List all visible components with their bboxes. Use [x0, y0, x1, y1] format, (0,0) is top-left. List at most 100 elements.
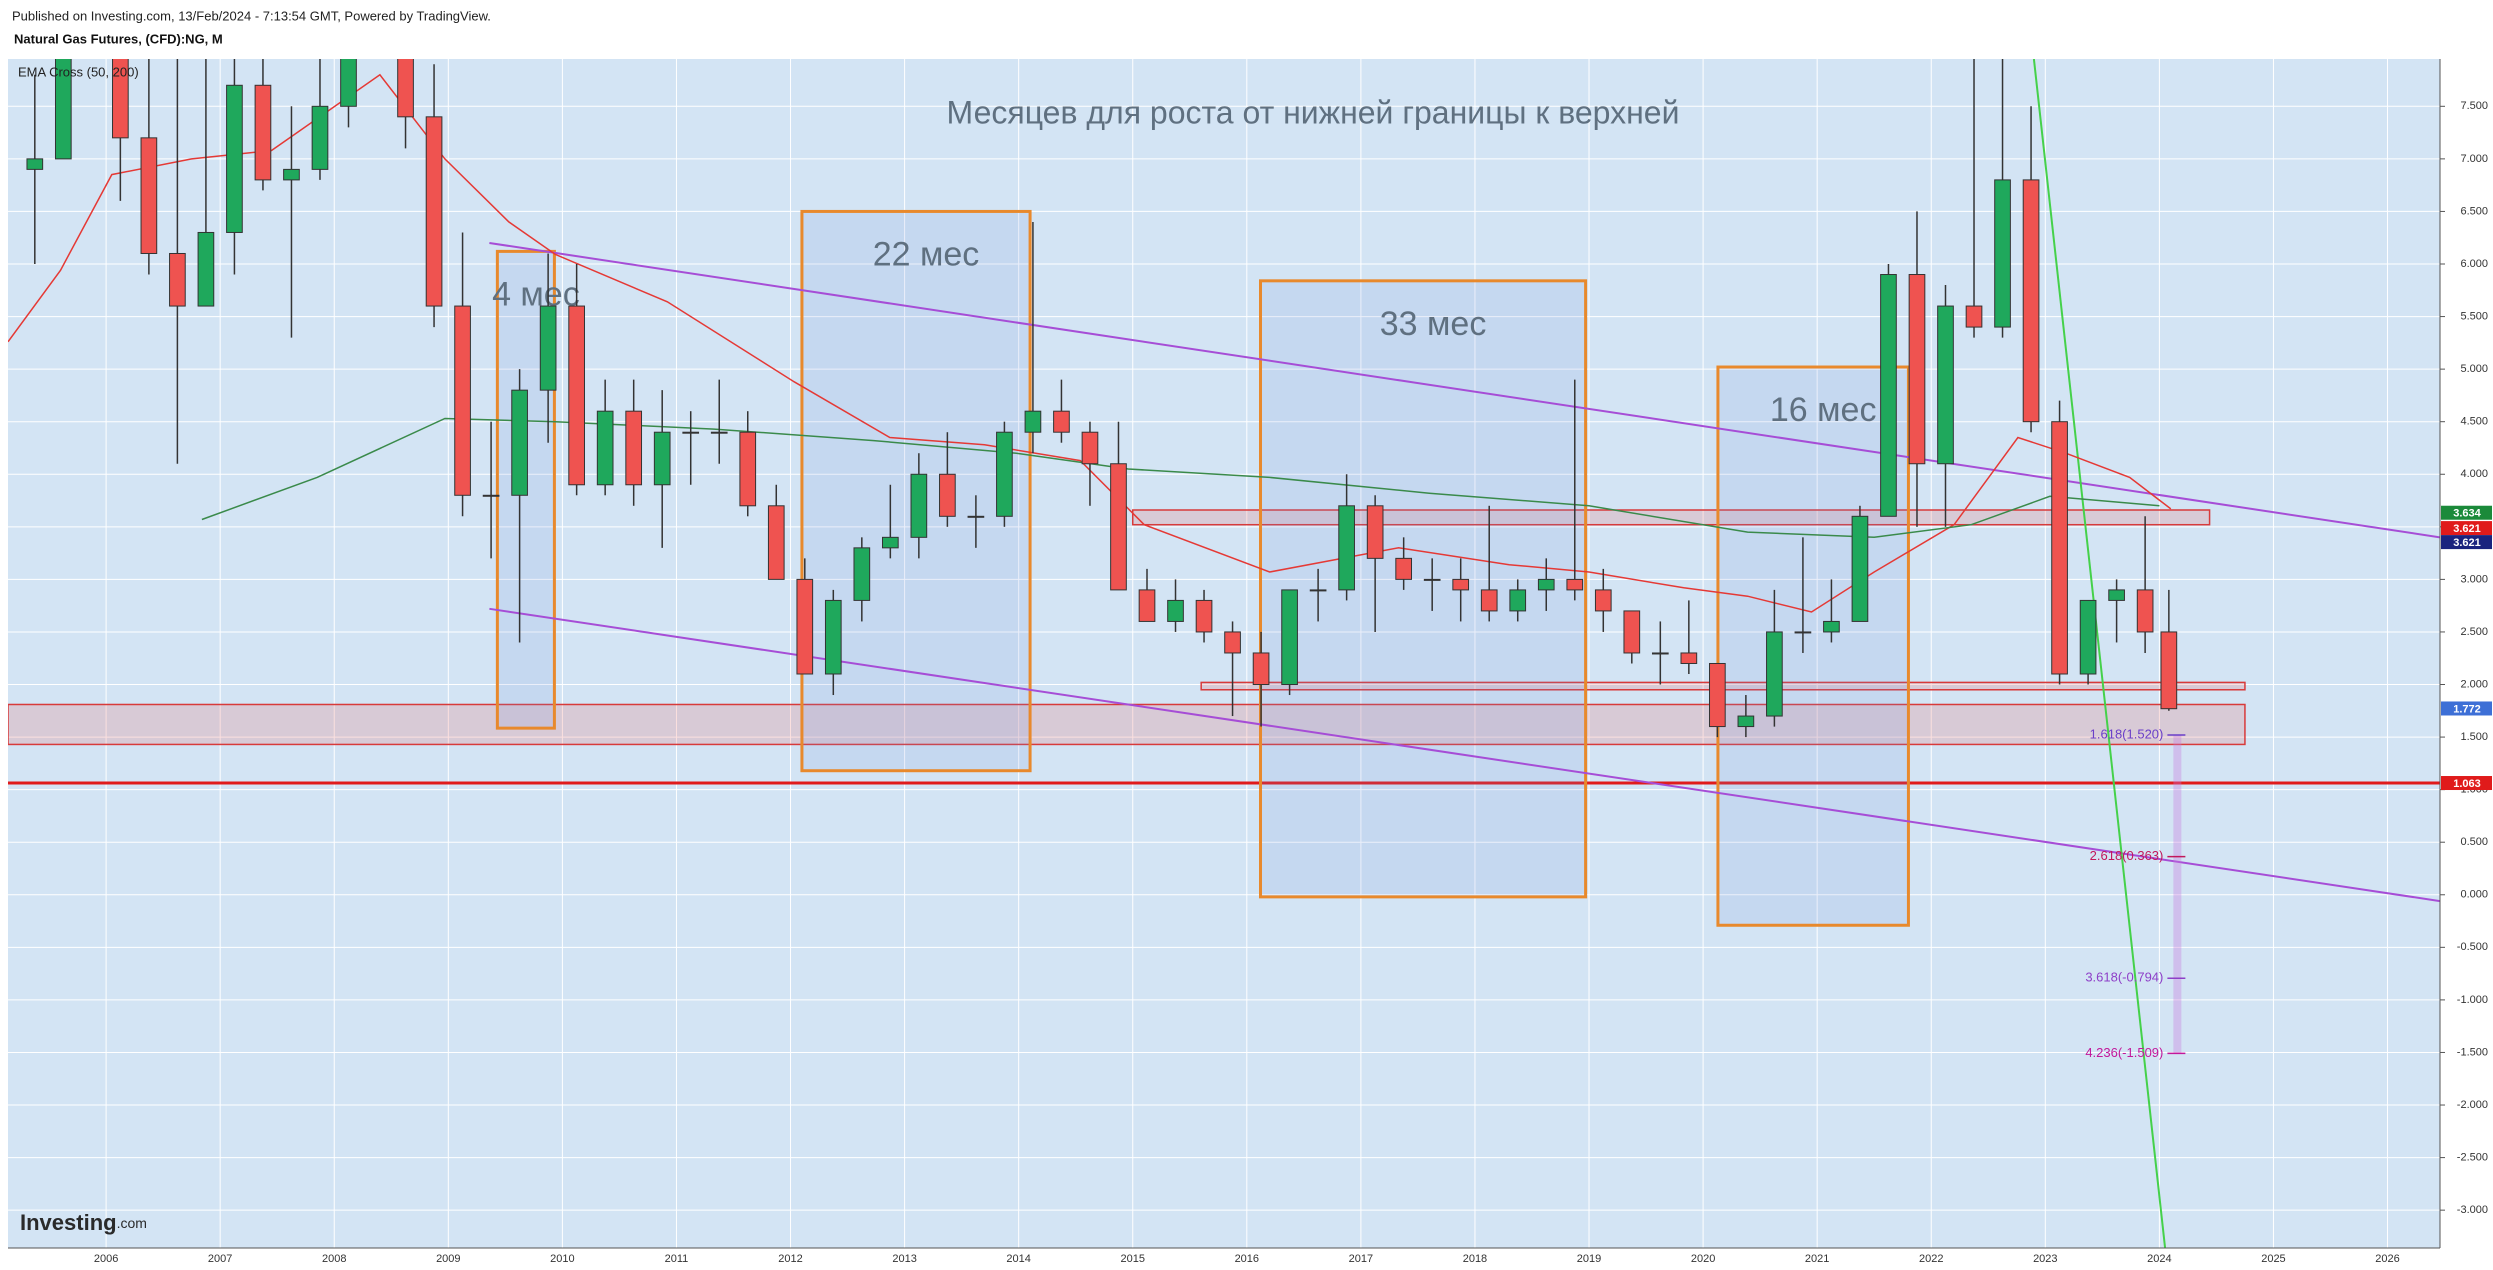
candle-body: [568, 305, 585, 486]
x-tick-label: 2006: [94, 1253, 118, 1265]
price-zone: [1131, 509, 2211, 526]
candle-body: [482, 494, 500, 497]
y-tick-label: -1.000: [2457, 994, 2488, 1006]
candle-body: [1965, 305, 1983, 328]
candle-body: [1851, 515, 1869, 622]
price-tag-label: 3.634: [2453, 508, 2481, 520]
candle-body: [625, 410, 643, 486]
y-tick-label: 3.000: [2460, 573, 2488, 585]
candle-body: [425, 116, 443, 307]
x-tick-label: 2012: [778, 1253, 802, 1265]
instrument: Natural Gas Futures, (CFD):NG, M: [14, 31, 223, 46]
x-tick-label: 2020: [1691, 1253, 1715, 1265]
published-note: Published on Investing.com, 13/Feb/2024 …: [12, 8, 491, 23]
candle-body: [682, 431, 700, 434]
candle-body: [340, 59, 357, 107]
period-label: 33 мес: [1380, 305, 1487, 343]
candle-body: [54, 59, 72, 160]
candle-body: [1395, 557, 1413, 580]
candle-body: [824, 599, 842, 675]
x-tick-label: 2018: [1463, 1253, 1487, 1265]
y-tick-label: -2.000: [2457, 1099, 2488, 1111]
fib-label: 1.618(1.520): [2090, 726, 2164, 741]
candle-body: [939, 473, 956, 517]
price-tag: [2441, 535, 2492, 550]
period-label: 4 мес: [492, 275, 580, 313]
candle-body: [1053, 410, 1070, 433]
candle-body: [1138, 589, 1156, 622]
candle-body: [767, 505, 785, 580]
candle-body: [2108, 589, 2125, 601]
candle-body: [1081, 431, 1099, 465]
candle-body: [1024, 410, 1042, 433]
price-tag-label: 1.063: [2453, 778, 2481, 790]
candle-body: [881, 536, 899, 549]
x-tick-label: 2017: [1349, 1253, 1373, 1265]
candle-body: [539, 305, 557, 391]
y-tick-label: 2.000: [2460, 678, 2488, 690]
y-tick-label: 6.000: [2460, 258, 2488, 270]
candle-body: [197, 231, 215, 307]
period-label: 16 мес: [1770, 391, 1877, 429]
candle-body: [254, 84, 272, 181]
period-label: 22 мес: [873, 235, 980, 273]
candle-body: [2079, 599, 2097, 675]
trend-line: [2032, 59, 2167, 1248]
price-tag: [2441, 776, 2492, 791]
y-tick-label: -1.500: [2457, 1046, 2488, 1058]
logo-main: Investing: [20, 1210, 117, 1235]
y-tick-label: 0.000: [2460, 889, 2488, 901]
y-tick-label: -2.500: [2457, 1151, 2488, 1163]
fib-label: 3.618(-0.794): [2085, 970, 2163, 985]
trend-line: [489, 241, 2440, 539]
candle-body: [26, 158, 44, 170]
candle-body: [1423, 578, 1441, 581]
candle-body: [2136, 589, 2154, 633]
x-tick-label: 2013: [892, 1253, 916, 1265]
candle-body: [1338, 505, 1355, 591]
candle-body: [1908, 274, 1926, 465]
x-tick-label: 2023: [2033, 1253, 2057, 1265]
candle-body: [1537, 578, 1555, 591]
candle-body: [1452, 578, 1470, 591]
candle-body: [1737, 715, 1755, 728]
candle-body: [710, 431, 728, 434]
candle-body: [1167, 599, 1184, 622]
candle-body: [739, 431, 757, 507]
plot-area: 4 мес 22 мес 33 мес 16 мес 1.618(1.520) 2.618…: [8, 59, 2440, 1248]
y-tick-label: 5.500: [2460, 310, 2488, 322]
candle-body: [1480, 589, 1498, 612]
candle-body: [1937, 305, 1954, 465]
y-tick-label: -3.000: [2457, 1204, 2488, 1216]
candle-body: [2022, 179, 2040, 423]
chart-title: Месяцев для роста от нижней границы к ве…: [947, 94, 1680, 130]
candle-body: [1623, 610, 1641, 654]
x-tick-label: 2021: [1805, 1253, 1829, 1265]
price-tag: [2441, 521, 2492, 536]
fib-label: 4.236(-1.509): [2085, 1045, 2163, 1060]
x-tick-label: 2010: [550, 1253, 574, 1265]
candle-body: [796, 578, 814, 675]
x-tick-label: 2011: [665, 1253, 689, 1265]
x-tick-label: 2015: [1121, 1253, 1145, 1265]
candle-body: [853, 547, 871, 601]
indicator-label: EMA Cross (50, 200): [18, 64, 139, 79]
y-tick-label: 4.500: [2460, 416, 2488, 428]
x-tick-label: 2007: [208, 1253, 232, 1265]
candle-body: [226, 84, 243, 233]
candle-body: [1794, 631, 1812, 634]
candle-body: [2051, 421, 2068, 675]
y-tick-label: 0.500: [2460, 836, 2488, 848]
candle-body: [1594, 589, 1612, 612]
y-tick-label: 7.000: [2460, 153, 2488, 165]
y-tick-label: 2.500: [2460, 626, 2488, 638]
x-tick-label: 2014: [1006, 1253, 1030, 1265]
candle-body: [653, 431, 671, 486]
x-tick-label: 2009: [436, 1253, 460, 1265]
y-tick-label: 5.000: [2460, 363, 2488, 375]
price-tag: [2441, 505, 2492, 520]
candle-body: [1766, 631, 1783, 717]
x-tick-label: 2019: [1577, 1253, 1601, 1265]
